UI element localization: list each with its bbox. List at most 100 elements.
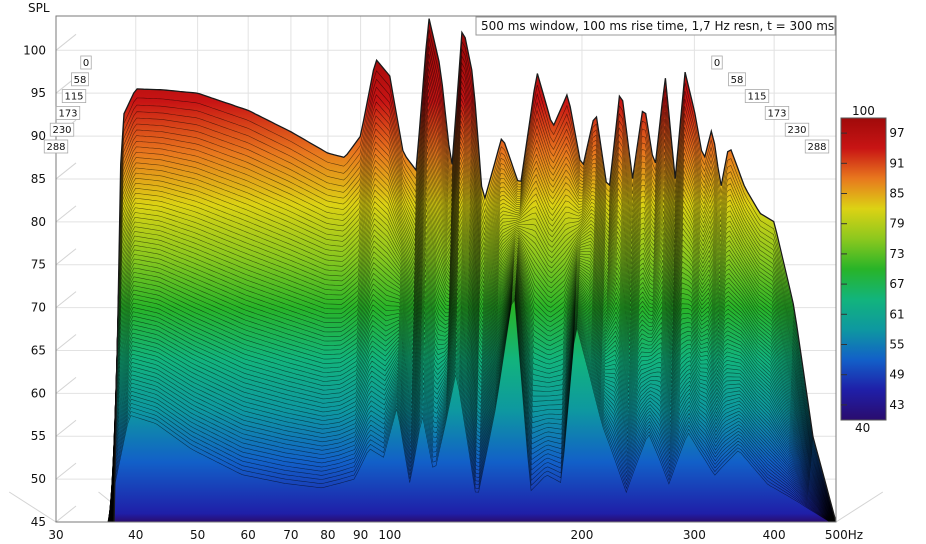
waterfall-slice-line	[110, 229, 833, 522]
colorbar-tick-label: 85	[889, 187, 904, 201]
waterfall-slice-line	[113, 29, 836, 522]
time-label-box	[71, 72, 89, 87]
waterfall-slice-line	[109, 272, 832, 522]
waterfall-slice-line	[107, 294, 831, 522]
perspective-line-left	[55, 376, 77, 394]
waterfall-slice-line	[109, 267, 832, 522]
waterfall-slice-line	[108, 278, 832, 522]
y-tick-label: 50	[31, 472, 46, 486]
x-tick-label: 300	[683, 528, 706, 542]
colorbar-tick-label: 67	[889, 277, 904, 291]
x-tick-label: 100	[378, 528, 401, 542]
waterfall-slice-line	[112, 146, 835, 522]
y-tick-label: 100	[23, 43, 46, 57]
waterfall-slice-line	[108, 287, 831, 522]
perspective-line-left	[55, 334, 77, 351]
y-tick-label: 45	[31, 515, 46, 529]
waterfall-slice-line	[108, 283, 831, 522]
y-tick-label: 65	[31, 343, 46, 357]
waterfall-slice-line	[108, 289, 831, 522]
waterfall-slice-line	[108, 277, 832, 522]
x-tick-label: 50	[190, 528, 205, 542]
waterfall-slice-line	[108, 281, 832, 522]
waterfall-slice-line	[111, 196, 834, 522]
waterfall-slice-line	[111, 201, 834, 522]
waterfall-slice-line	[110, 233, 833, 522]
x-tick-label: 40	[128, 528, 143, 542]
y-tick-label: 60	[31, 386, 46, 400]
y-tick-label: 85	[31, 172, 46, 186]
y-tick-label: 75	[31, 258, 46, 272]
waterfall-slice-line	[108, 291, 831, 522]
waterfall-slice-line	[112, 131, 835, 522]
y-tick-label: 95	[31, 86, 46, 100]
waterfall-slice-line	[110, 256, 833, 522]
waterfall-slice-line	[109, 274, 832, 522]
waterfall-slice-line	[110, 243, 833, 522]
waterfall-slice-line	[111, 176, 834, 522]
colorbar: 100 97 91 85 79 73 67 61 55 49 43 40	[840, 104, 905, 435]
x-tick-label: 70	[283, 528, 298, 542]
waterfall-slice-line	[112, 108, 836, 522]
time-label-box	[764, 106, 790, 120]
waterfall-slice-line	[111, 156, 835, 522]
waterfall-slice-line	[109, 270, 832, 522]
time-label: 173	[767, 108, 786, 119]
time-label: 115	[64, 92, 83, 103]
title-background	[475, 16, 836, 36]
time-label-box	[804, 139, 830, 154]
waterfall-slice-line	[112, 151, 835, 522]
perspective-line-left	[55, 248, 77, 266]
waterfall-slice-line	[113, 89, 836, 522]
time-label: 0	[83, 58, 89, 69]
x-tick-label: 400	[763, 528, 786, 542]
time-labels-left: 0 58 115 173 230 288	[43, 55, 92, 154]
colorbar-tick-label: 61	[889, 307, 904, 321]
waterfall-slice-line	[112, 120, 835, 522]
waterfall-slice-line	[109, 261, 833, 522]
waterfall-slice-line	[109, 269, 832, 522]
waterfall-slice-line	[107, 299, 830, 522]
x-tick-label: 200	[571, 528, 594, 542]
waterfall-slice-line	[113, 46, 836, 522]
x-tick-label: 500Hz	[825, 528, 863, 542]
waterfall-slice-line	[113, 38, 836, 522]
time-label: 230	[52, 125, 71, 136]
y-axis-ticks: 45 50 55 60 65 70 75 80 85 90 95 100	[23, 43, 46, 529]
colorbar-tick-label: 79	[889, 217, 904, 231]
waterfall-slice-line	[109, 263, 833, 522]
waterfall-slice-line	[109, 275, 832, 522]
colorbar-max-label: 100	[852, 104, 875, 118]
waterfall-slice-line	[107, 293, 831, 522]
waterfall-slice-line	[110, 224, 834, 522]
waterfall-slice-line	[109, 266, 832, 522]
time-label-box	[49, 122, 75, 137]
y-tick-label: 70	[31, 301, 46, 315]
chart-title-box: 500 ms window, 100 ms rise time, 1,7 Hz …	[475, 16, 836, 36]
waterfall-slice-line	[113, 75, 836, 522]
colorbar-min-label: 40	[855, 421, 870, 435]
time-label: 58	[731, 75, 744, 86]
time-label-box	[784, 122, 810, 137]
waterfall-slice-line	[113, 68, 836, 522]
perspective-line	[835, 491, 884, 523]
waterfall-slice-line	[112, 125, 835, 522]
waterfall-slice-line	[111, 205, 834, 522]
perspective-line-left	[55, 33, 77, 51]
waterfall-slice-line	[108, 286, 831, 522]
time-label-box	[711, 55, 723, 70]
waterfall-slice-line	[112, 95, 836, 522]
time-label: 0	[714, 58, 720, 69]
waterfall-slice-line	[111, 171, 835, 522]
y-axis-label: SPL	[28, 1, 50, 15]
waterfall-slice-line	[110, 210, 834, 522]
colorbar-tick-label: 97	[889, 126, 904, 140]
waterfall-slice-line	[107, 297, 830, 522]
waterfall-slice-line	[108, 280, 832, 522]
waterfall-slice-line	[112, 136, 835, 522]
plot-frame	[55, 15, 837, 523]
waterfall-slice-line	[110, 247, 833, 522]
chart-title: 500 ms window, 100 ms rise time, 1,7 Hz …	[481, 19, 834, 33]
time-label-box	[43, 139, 69, 154]
time-label: 288	[807, 142, 826, 153]
